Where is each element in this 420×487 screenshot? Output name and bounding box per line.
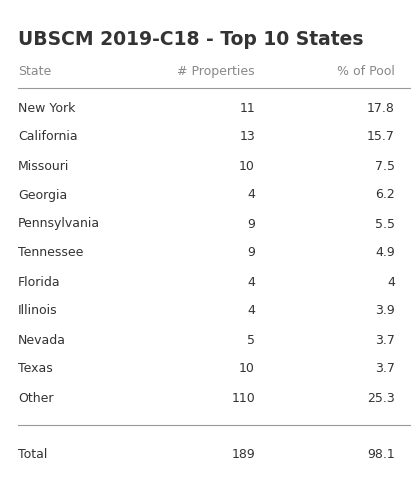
Text: 3.9: 3.9 — [375, 304, 395, 318]
Text: 4.9: 4.9 — [375, 246, 395, 260]
Text: % of Pool: % of Pool — [337, 65, 395, 78]
Text: 9: 9 — [247, 218, 255, 230]
Text: 189: 189 — [231, 449, 255, 462]
Text: Texas: Texas — [18, 362, 53, 375]
Text: California: California — [18, 131, 78, 144]
Text: 5: 5 — [247, 334, 255, 346]
Text: UBSCM 2019-C18 - Top 10 States: UBSCM 2019-C18 - Top 10 States — [18, 30, 363, 49]
Text: Nevada: Nevada — [18, 334, 66, 346]
Text: 17.8: 17.8 — [367, 101, 395, 114]
Text: Other: Other — [18, 392, 53, 405]
Text: 6.2: 6.2 — [375, 188, 395, 202]
Text: 15.7: 15.7 — [367, 131, 395, 144]
Text: Total: Total — [18, 449, 47, 462]
Text: 9: 9 — [247, 246, 255, 260]
Text: 3.7: 3.7 — [375, 334, 395, 346]
Text: 4: 4 — [387, 276, 395, 288]
Text: State: State — [18, 65, 51, 78]
Text: Georgia: Georgia — [18, 188, 67, 202]
Text: 5.5: 5.5 — [375, 218, 395, 230]
Text: Tennessee: Tennessee — [18, 246, 84, 260]
Text: 4: 4 — [247, 276, 255, 288]
Text: 10: 10 — [239, 362, 255, 375]
Text: 25.3: 25.3 — [367, 392, 395, 405]
Text: # Properties: # Properties — [177, 65, 255, 78]
Text: 3.7: 3.7 — [375, 362, 395, 375]
Text: 10: 10 — [239, 160, 255, 172]
Text: 7.5: 7.5 — [375, 160, 395, 172]
Text: 4: 4 — [247, 188, 255, 202]
Text: Illinois: Illinois — [18, 304, 58, 318]
Text: 11: 11 — [239, 101, 255, 114]
Text: New York: New York — [18, 101, 75, 114]
Text: 110: 110 — [231, 392, 255, 405]
Text: Missouri: Missouri — [18, 160, 69, 172]
Text: Pennsylvania: Pennsylvania — [18, 218, 100, 230]
Text: Florida: Florida — [18, 276, 60, 288]
Text: 13: 13 — [239, 131, 255, 144]
Text: 4: 4 — [247, 304, 255, 318]
Text: 98.1: 98.1 — [367, 449, 395, 462]
